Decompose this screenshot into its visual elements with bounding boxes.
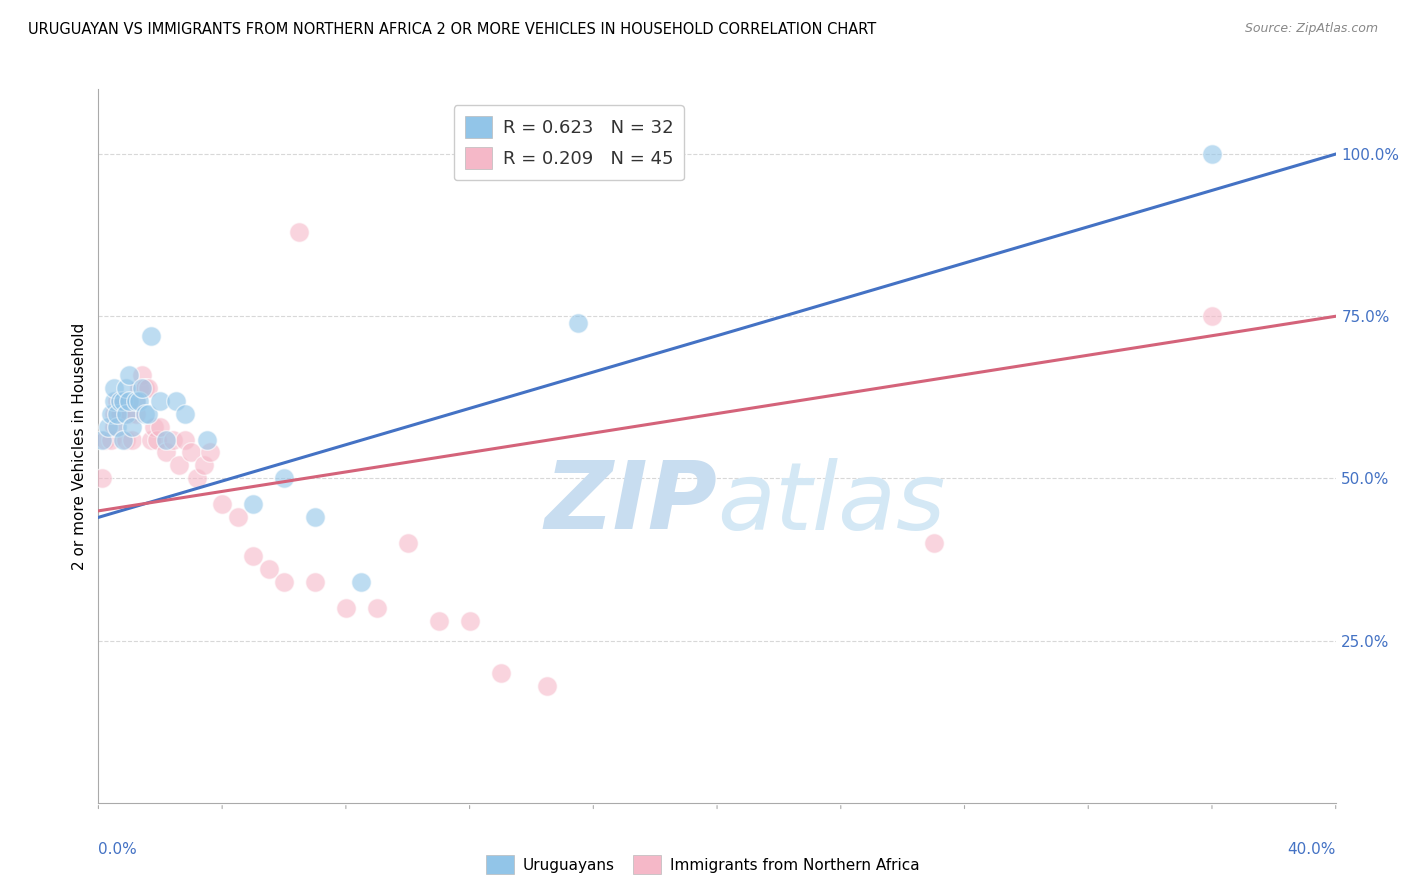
Point <box>136 407 159 421</box>
Point <box>162 433 184 447</box>
Point <box>115 433 138 447</box>
Point <box>112 393 135 408</box>
Point <box>257 562 280 576</box>
Point <box>273 575 295 590</box>
Point <box>124 393 146 408</box>
Point <box>115 381 138 395</box>
Point <box>100 433 122 447</box>
Point <box>103 407 125 421</box>
Point <box>149 393 172 408</box>
Point <box>93 433 115 447</box>
Point <box>180 445 202 459</box>
Point <box>134 407 156 421</box>
Point <box>108 407 131 421</box>
Text: ZIP: ZIP <box>544 457 717 549</box>
Point <box>115 407 138 421</box>
Point <box>134 381 156 395</box>
Legend: R = 0.623   N = 32, R = 0.209   N = 45: R = 0.623 N = 32, R = 0.209 N = 45 <box>454 105 685 180</box>
Point <box>124 407 146 421</box>
Point <box>186 471 208 485</box>
Point <box>1201 310 1223 324</box>
Point <box>118 407 141 421</box>
Legend: Uruguayans, Immigrants from Northern Africa: Uruguayans, Immigrants from Northern Afr… <box>481 849 925 880</box>
Point <box>121 419 143 434</box>
Point <box>536 679 558 693</box>
Point <box>273 471 295 485</box>
Point <box>108 393 131 408</box>
Point <box>131 368 153 382</box>
Point <box>149 419 172 434</box>
Point <box>167 458 190 473</box>
Point <box>136 381 159 395</box>
Point <box>211 497 233 511</box>
Point <box>103 419 125 434</box>
Point <box>128 393 150 408</box>
Point <box>90 433 112 447</box>
Point <box>288 225 311 239</box>
Point <box>124 393 146 408</box>
Point <box>139 433 162 447</box>
Point <box>105 407 128 421</box>
Point <box>165 393 187 408</box>
Point <box>489 666 512 681</box>
Text: Source: ZipAtlas.com: Source: ZipAtlas.com <box>1244 22 1378 36</box>
Point <box>427 614 450 628</box>
Point <box>195 433 218 447</box>
Point <box>121 433 143 447</box>
Point <box>226 510 249 524</box>
Point <box>155 433 177 447</box>
Point <box>118 393 141 408</box>
Point <box>146 433 169 447</box>
Point <box>112 433 135 447</box>
Point <box>103 381 125 395</box>
Point <box>105 419 128 434</box>
Point <box>350 575 373 590</box>
Point <box>118 368 141 382</box>
Point <box>193 458 215 473</box>
Point <box>105 393 128 408</box>
Point <box>198 445 221 459</box>
Point <box>103 393 125 408</box>
Point <box>366 601 388 615</box>
Point <box>100 407 122 421</box>
Point <box>143 419 166 434</box>
Text: 40.0%: 40.0% <box>1288 842 1336 857</box>
Point <box>304 575 326 590</box>
Text: URUGUAYAN VS IMMIGRANTS FROM NORTHERN AFRICA 2 OR MORE VEHICLES IN HOUSEHOLD COR: URUGUAYAN VS IMMIGRANTS FROM NORTHERN AF… <box>28 22 876 37</box>
Point <box>304 510 326 524</box>
Point <box>112 393 135 408</box>
Text: 0.0%: 0.0% <box>98 842 138 857</box>
Point <box>335 601 357 615</box>
Point <box>131 381 153 395</box>
Point <box>139 328 162 343</box>
Point <box>567 316 589 330</box>
Point <box>128 381 150 395</box>
Point <box>174 407 197 421</box>
Point <box>174 433 197 447</box>
Point <box>90 471 112 485</box>
Point <box>242 549 264 564</box>
Point <box>922 536 945 550</box>
Point <box>242 497 264 511</box>
Point <box>396 536 419 550</box>
Point <box>1201 147 1223 161</box>
Point <box>458 614 481 628</box>
Point <box>155 445 177 459</box>
Point <box>97 419 120 434</box>
Text: atlas: atlas <box>717 458 945 549</box>
Y-axis label: 2 or more Vehicles in Household: 2 or more Vehicles in Household <box>72 322 87 570</box>
